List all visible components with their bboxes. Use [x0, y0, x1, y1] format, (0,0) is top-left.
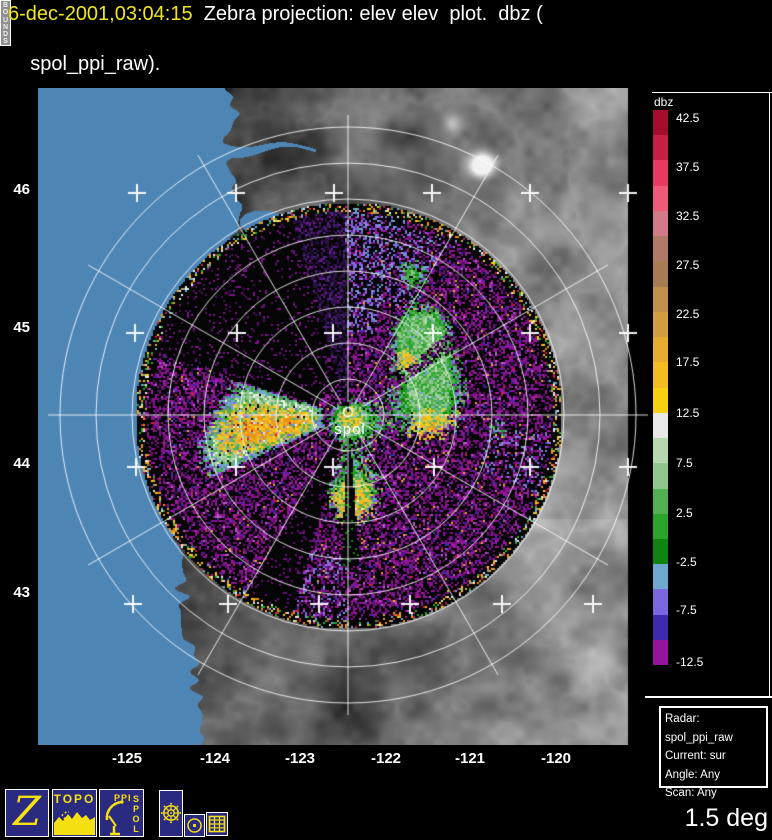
- target-button[interactable]: [184, 814, 205, 837]
- colorbar-value-label: 32.5: [676, 209, 700, 223]
- colorbar-segment: [653, 589, 668, 615]
- lon-tick-label: -121: [454, 750, 486, 767]
- colorbar-segment: [653, 236, 668, 262]
- title-line2: spol_ppi_raw).: [30, 53, 161, 75]
- target-icon: [187, 818, 202, 833]
- mountains-icon: [54, 811, 95, 835]
- zebra-z-icon: Z: [13, 789, 41, 835]
- radar-dish-icon: [105, 800, 124, 836]
- lon-tick-label: -120: [540, 750, 572, 767]
- colorbar-segment: [653, 362, 668, 388]
- colorbar-value-label: 12.5: [676, 406, 700, 420]
- elevation-angle-label: 1.5 deg: [684, 804, 768, 832]
- colorbar-segment: [653, 538, 668, 565]
- colorbar-value-label: 27.5: [676, 258, 700, 272]
- colorbar-value-label: -2.5: [676, 555, 697, 569]
- colorbar-segment: [653, 412, 668, 439]
- colorbar-value-label: -7.5: [676, 603, 697, 617]
- radar-info-line: Angle: Any: [665, 768, 720, 781]
- colorbar-segment: [653, 488, 668, 514]
- lat-tick-label: 43: [13, 584, 30, 601]
- zebra-logo-button[interactable]: Z: [5, 789, 49, 837]
- radar-info-box: Radar: spol_ppi_raw Current: sur Angle: An…: [659, 706, 768, 799]
- bounds-button-label: BOUNDS: [2, 2, 9, 46]
- lon-tick-label: -122: [370, 750, 402, 767]
- colorbar-segment: [653, 210, 668, 237]
- radar-map-canvas[interactable]: [38, 88, 650, 745]
- colorbar-segment: [653, 463, 668, 489]
- radar-info-line: Radar: spol_ppi_raw: [665, 713, 733, 744]
- radar-station-label: spol: [334, 421, 366, 438]
- colorbar-value-label: 17.5: [676, 355, 700, 369]
- topo-button-label: TOPO: [53, 792, 96, 806]
- topo-layer-button[interactable]: TOPO: [52, 789, 97, 837]
- legend-panel-border-right: [769, 92, 770, 697]
- radar-info-line: Current: sur: [665, 750, 726, 762]
- lat-tick-label: 45: [13, 319, 30, 336]
- window-title: 6-dec-2001,03:04:15 Zebra projection: el…: [8, 2, 543, 77]
- radar-info-line: Scan: Any: [665, 787, 717, 799]
- lon-tick-label: -125: [111, 750, 143, 767]
- colorbar-segment: [653, 438, 668, 464]
- ppi-spol-button[interactable]: PPI SPOL: [99, 789, 144, 837]
- spol-button-label: SPOL: [132, 794, 140, 834]
- ppi-button-label: PPI: [114, 793, 132, 803]
- scan-wheel-button[interactable]: [159, 790, 183, 837]
- colorbar-segment: [653, 311, 668, 338]
- title-text: Zebra projection: elev elev plot. dbz (: [192, 3, 543, 25]
- grid-table-button[interactable]: [206, 812, 228, 836]
- colorbar-segment: [653, 564, 668, 590]
- lon-tick-label: -124: [199, 750, 231, 767]
- colorbar-segment: [653, 261, 668, 287]
- colorbar-segment: [653, 387, 668, 413]
- colorbar-value-label: 37.5: [676, 160, 700, 174]
- colorbar-value-label: 22.5: [676, 307, 700, 321]
- colorbar-value-label: 42.5: [676, 111, 700, 125]
- colorbar-segment: [653, 513, 668, 539]
- lat-tick-label: 44: [13, 455, 30, 472]
- grid-icon: [208, 815, 226, 833]
- colorbar-segment: [653, 160, 668, 186]
- colorbar-segment: [653, 337, 668, 363]
- map-display[interactable]: spol: [38, 88, 650, 745]
- legend-panel-border-bottom: [645, 696, 772, 698]
- title-timestamp: 6-dec-2001,03:04:15: [8, 3, 193, 25]
- bounds-button[interactable]: BOUNDS: [0, 0, 11, 46]
- lon-tick-label: -123: [284, 750, 316, 767]
- colorbar-value-label: -12.5: [676, 655, 704, 669]
- colorbar-value-label: 7.5: [676, 456, 693, 470]
- colorbar-segment: [653, 135, 668, 161]
- legend-title: dbz: [654, 95, 674, 109]
- colorbar-segment: [653, 639, 668, 666]
- colorbar-value-label: 2.5: [676, 506, 693, 520]
- lat-tick-label: 46: [13, 181, 30, 198]
- colorbar-segment: [653, 614, 668, 640]
- dbz-colorbar: [653, 110, 668, 666]
- wheel-icon: [160, 802, 182, 824]
- colorbar-segment: [653, 185, 668, 211]
- colorbar-segment: [653, 286, 668, 312]
- legend-panel-border-top: [652, 92, 772, 93]
- colorbar-segment: [653, 110, 668, 136]
